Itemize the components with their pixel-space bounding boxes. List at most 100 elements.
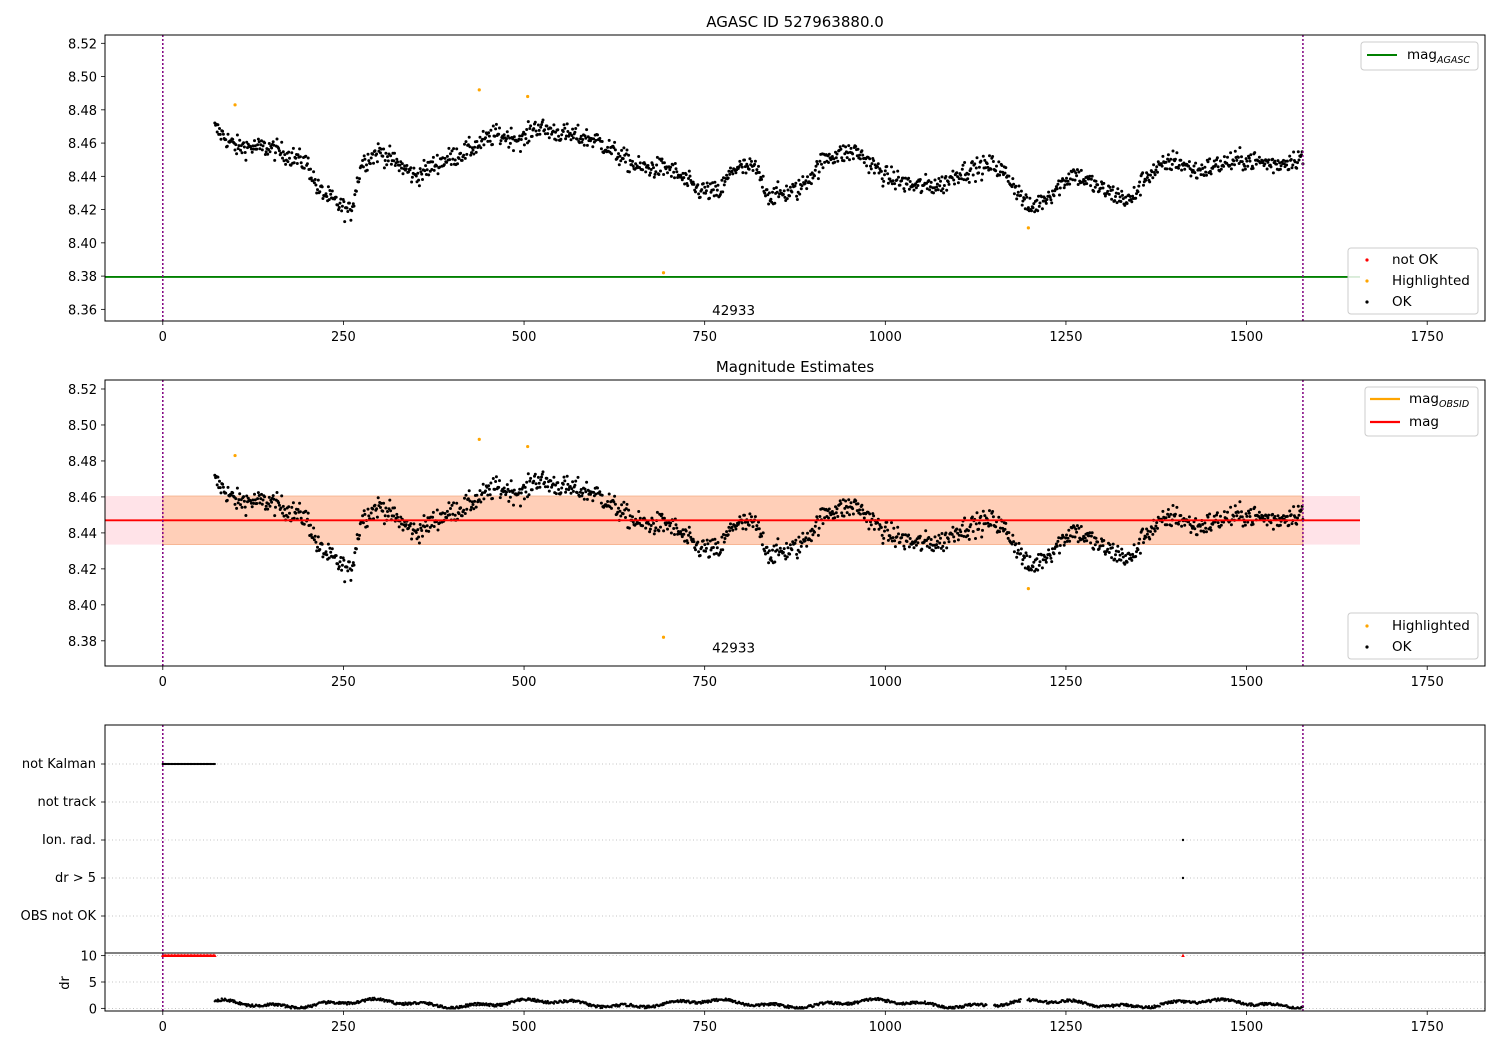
ok-point: [1265, 523, 1269, 527]
ok-point: [1023, 566, 1027, 570]
ok-point: [687, 525, 691, 529]
ok-point: [1077, 170, 1081, 174]
ok-point: [291, 501, 295, 505]
ok-point: [523, 132, 527, 136]
ok-point: [345, 565, 349, 569]
ok-point: [1173, 157, 1177, 161]
ok-point: [1293, 160, 1297, 164]
ok-point: [704, 549, 708, 553]
ok-point: [315, 191, 319, 195]
ok-point: [260, 492, 263, 496]
ok-point: [361, 165, 365, 169]
ok-point: [960, 177, 963, 181]
ok-point: [977, 171, 981, 175]
ok-point: [418, 523, 422, 526]
ok-point: [468, 145, 472, 149]
ok-point: [774, 543, 778, 547]
ok-point: [1194, 517, 1198, 521]
ok-point: [625, 148, 629, 152]
ok-point: [680, 532, 683, 536]
ok-point: [988, 154, 991, 158]
ok-point: [362, 509, 366, 513]
ok-point: [1118, 553, 1122, 557]
ok-point: [606, 500, 610, 503]
ok-point: [239, 148, 242, 152]
ok-point: [674, 167, 678, 171]
ok-point: [491, 497, 494, 500]
ok-point: [967, 537, 971, 541]
ok-point: [1141, 527, 1145, 531]
ok-point: [637, 155, 641, 158]
ok-point: [251, 144, 255, 148]
ok-point: [410, 175, 414, 179]
highlighted-point: [477, 437, 481, 441]
dr-point: [1019, 998, 1022, 1001]
ok-point: [715, 193, 718, 197]
ok-point: [528, 127, 532, 130]
ok-point: [607, 138, 611, 142]
ok-point: [405, 164, 409, 167]
ok-point: [543, 128, 547, 132]
ok-point: [412, 166, 416, 170]
ok-point: [221, 129, 225, 133]
ok-point: [1041, 558, 1045, 562]
ok-point: [1170, 162, 1174, 166]
ok-point: [653, 529, 657, 533]
ok-point: [1216, 165, 1220, 169]
y-tick-label: 8.50: [68, 419, 97, 434]
ok-point: [304, 509, 308, 513]
ok-point: [1170, 524, 1173, 528]
ok-point: [947, 182, 951, 186]
ok-point: [215, 130, 219, 134]
ok-point: [1023, 207, 1027, 211]
ok-point: [305, 162, 309, 166]
x-tick-label: 1500: [1230, 330, 1263, 345]
ok-point: [1219, 514, 1222, 518]
dr-point: [485, 1002, 488, 1005]
ok-point: [384, 151, 388, 155]
agasc-panel: AGASC ID 527963880.0 42933 0 250 500 750 100…: [68, 13, 1486, 345]
ok-point: [1025, 195, 1029, 199]
ok-point: [430, 168, 434, 171]
ok-point: [1297, 513, 1301, 517]
ok-point: [381, 509, 385, 513]
ok-point: [1068, 177, 1072, 181]
ok-point: [340, 209, 344, 213]
ok-point: [316, 535, 320, 539]
legend-not-ok: not OK: [1392, 252, 1439, 268]
ok-point: [937, 177, 941, 180]
ok-point: [277, 149, 281, 153]
ok-point: [329, 550, 333, 554]
ok-point: [1152, 527, 1156, 531]
ok-point: [760, 534, 764, 538]
dr-point: [614, 1005, 617, 1008]
ok-point: [977, 165, 981, 169]
ok-point: [971, 173, 975, 177]
ok-point: [803, 181, 807, 185]
ok-point: [316, 188, 319, 192]
ok-point: [464, 140, 468, 144]
ok-point: [886, 538, 890, 542]
ok-point: [219, 491, 223, 495]
ok-point: [1114, 553, 1117, 557]
ok-point: [785, 541, 788, 545]
ok-point: [1171, 504, 1175, 507]
ok-point: [470, 500, 474, 504]
ok-point: [1100, 537, 1103, 541]
y-tick-label: 8.44: [68, 527, 97, 542]
ok-point: [738, 515, 742, 519]
ok-point: [1296, 516, 1299, 520]
ok-point: [400, 522, 403, 526]
ok-point: [1297, 158, 1301, 162]
ok-point: [1061, 535, 1065, 539]
ok-point: [795, 552, 799, 556]
ok-point: [417, 541, 421, 545]
ok-point: [734, 171, 738, 175]
x-tick-label: 0: [159, 330, 167, 345]
flag-label-obs-not-ok: OBS not OK: [21, 909, 97, 924]
ok-point: [552, 123, 556, 127]
ok-point: [369, 156, 373, 160]
ok-point: [482, 497, 486, 501]
ok-point: [718, 193, 722, 196]
ok-point: [1144, 178, 1148, 182]
